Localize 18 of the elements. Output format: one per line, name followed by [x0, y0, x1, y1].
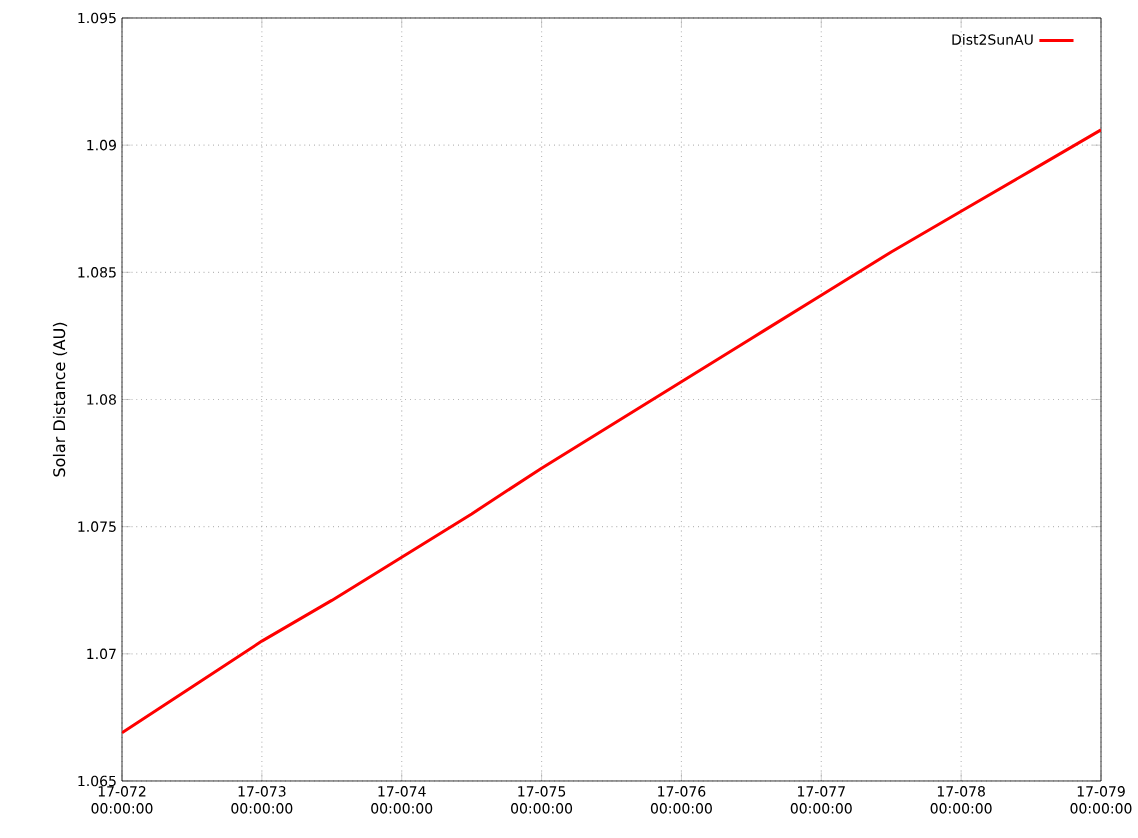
legend-label: Dist2SunAU: [952, 34, 1033, 45]
y-tick-label: 1.095: [78, 12, 116, 24]
y-tick-label: 1.08: [87, 394, 116, 405]
y-axis-title: Solar Distance (AU): [52, 322, 68, 477]
x-tick-label: 17-078 00:00:00: [930, 786, 992, 814]
x-tick-label: 17-074 00:00:00: [371, 786, 433, 814]
y-tick-label: 1.065: [78, 775, 116, 787]
x-tick-label: 17-073 00:00:00: [231, 786, 293, 814]
x-tick-label: 17-077 00:00:00: [790, 786, 852, 814]
x-tick-label: 17-075 00:00:00: [511, 786, 573, 814]
line-series: [122, 128, 1101, 735]
y-tick-label: 1.085: [78, 267, 116, 278]
y-tick-label: 1.07: [87, 648, 116, 660]
x-tick-label: 17-076 00:00:00: [650, 786, 712, 814]
y-tick-label: 1.075: [78, 521, 116, 532]
y-tick-label: 1.09: [87, 139, 116, 151]
x-tick-label: 17-079 00:00:00: [1070, 786, 1132, 814]
x-tick-label: 17-072 00:00:00: [91, 786, 153, 814]
